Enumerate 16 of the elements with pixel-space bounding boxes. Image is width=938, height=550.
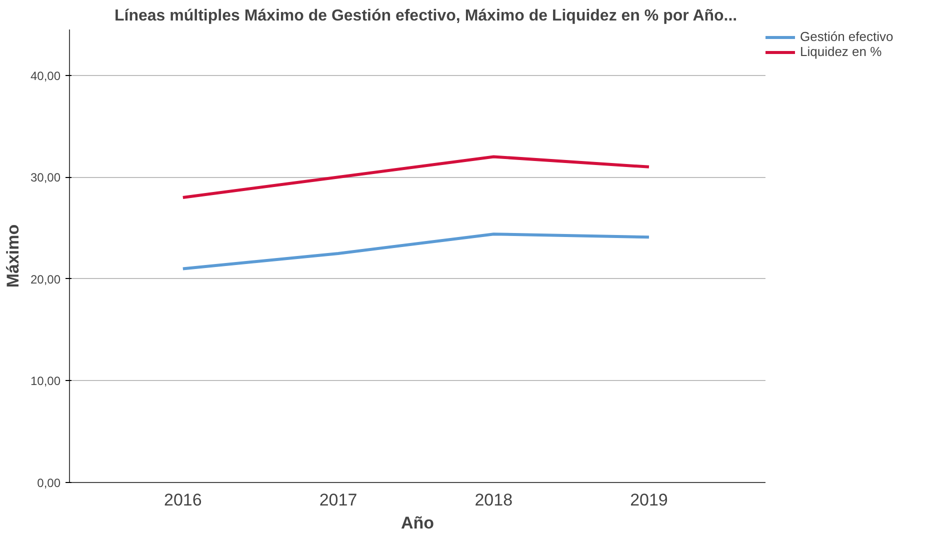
legend-label: Gestión efectivo: [800, 29, 894, 44]
line-series: [181, 155, 650, 199]
x-tick-label: 2018: [474, 490, 513, 510]
y-tick-label: 10,00: [30, 374, 61, 388]
x-tick-label: 2017: [319, 490, 358, 510]
legend-label: Liquidez en %: [800, 44, 882, 59]
y-tick-label: 20,00: [30, 272, 61, 286]
line-series: [181, 232, 650, 270]
x-tick-label: 2016: [164, 490, 202, 510]
x-tick-label: 2019: [630, 490, 668, 510]
y-tick-label: 40,00: [30, 68, 61, 83]
y-tick-label: 0,00: [37, 476, 61, 490]
y-tick-label: 30,00: [30, 170, 61, 185]
chart-title: Líneas múltiples Máximo de Gestión efectivo, Máximo de Liquidez en % por Año...: [114, 8, 738, 24]
x-axis-title: Año: [400, 514, 434, 532]
y-axis-title: Máximo: [3, 224, 22, 288]
